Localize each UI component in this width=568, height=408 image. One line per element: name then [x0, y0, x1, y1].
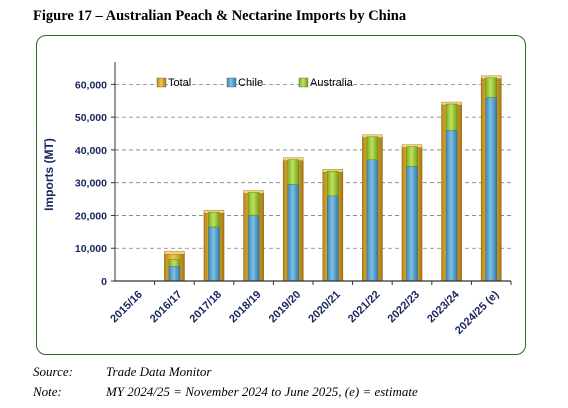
- legend-label: Australia: [310, 77, 354, 89]
- chart-frame: 0 10,000 20,000 30,000 40,000 50,000 60,000 Imp…: [36, 35, 526, 355]
- note-label: Note:: [33, 384, 62, 399]
- x-tick-label: 2022/23: [386, 289, 423, 326]
- bar-australia: [287, 159, 299, 185]
- x-tick-label: 2020/21: [306, 289, 343, 326]
- y-tick-label: 30,000: [75, 178, 107, 190]
- legend: Total Chile Australia: [156, 77, 354, 89]
- axes: 0 10,000 20,000 30,000 40,000 50,000 60,000 Imp…: [42, 62, 512, 337]
- bar-chile: [327, 195, 339, 282]
- y-tick-label: 0: [101, 276, 107, 288]
- source-label: Source:: [33, 364, 73, 379]
- y-tick-label: 50,000: [75, 112, 107, 124]
- bar-australia: [485, 77, 497, 98]
- y-tick-label: 40,000: [75, 145, 107, 157]
- legend-swatch: [156, 77, 167, 88]
- y-tick-label: 10,000: [75, 243, 107, 255]
- x-tick-label: 2023/24: [425, 288, 462, 325]
- bar-chile: [366, 159, 379, 282]
- imports-bar-chart: 0 10,000 20,000 30,000 40,000 50,000 60,000 Imp…: [42, 62, 512, 337]
- legend-label: Total: [168, 77, 191, 89]
- bar-australia: [445, 103, 458, 131]
- legend-swatch: [226, 77, 237, 88]
- x-tick-label: 2016/17: [148, 289, 185, 326]
- y-tick-label: 60,000: [75, 79, 107, 91]
- bar-chile: [445, 130, 458, 282]
- x-tick-label: 2024/25 (e): [453, 288, 502, 337]
- bars: [164, 75, 502, 282]
- y-tick-label: 20,000: [75, 210, 107, 222]
- x-tick-label: 2019/20: [267, 289, 304, 326]
- bar-australia: [247, 192, 260, 216]
- bar-australia: [366, 136, 379, 161]
- bar-australia: [406, 146, 418, 167]
- bar-chile: [208, 226, 220, 282]
- x-tick-label: 2017/18: [188, 289, 225, 326]
- bar-chile: [406, 166, 418, 282]
- bar-australia: [327, 170, 339, 197]
- legend-label: Chile: [238, 77, 263, 89]
- x-tick-label: 2018/19: [227, 289, 264, 326]
- note-text: MY 2024/25 = November 2024 to June 2025,…: [106, 384, 418, 399]
- bar-total-cap: [164, 250, 185, 255]
- bar-chile: [287, 184, 299, 282]
- bar-australia: [168, 259, 181, 267]
- y-axis-label: Imports (MT): [42, 138, 56, 211]
- bar-chile: [247, 215, 260, 282]
- bar-chile: [168, 266, 181, 282]
- x-tick-label: 2021/22: [346, 289, 383, 326]
- bar-chile: [485, 97, 497, 282]
- source-text: Trade Data Monitor: [106, 364, 212, 379]
- figure-title: Figure 17 – Australian Peach & Nectarine…: [33, 8, 407, 24]
- legend-swatch: [298, 77, 309, 88]
- x-tick-label: 2015/16: [108, 289, 145, 326]
- bar-australia: [208, 211, 220, 228]
